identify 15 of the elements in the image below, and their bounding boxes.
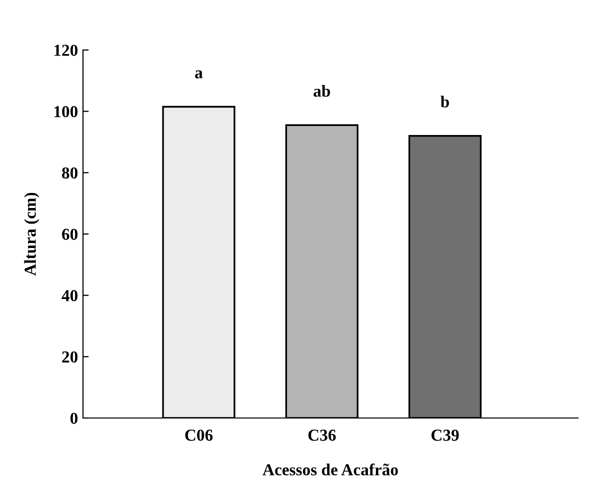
y-tick-label: 120 — [54, 44, 78, 56]
y-axis-title: Altura (cm) — [24, 192, 40, 276]
y-tick-label: 20 — [62, 351, 78, 363]
annotation: a — [195, 70, 203, 78]
y-tick-label: 100 — [54, 106, 78, 118]
y-tick-label: 60 — [62, 228, 78, 240]
y-tick-label: 80 — [62, 167, 78, 179]
x-tick-label: C39 — [431, 430, 459, 441]
x-axis-title: Acessos de Acafrão — [262, 464, 398, 476]
y-tick-label: 0 — [70, 412, 78, 424]
annotation: b — [440, 96, 449, 108]
y-tick-label: 40 — [62, 290, 78, 302]
x-tick-label: C06 — [185, 430, 213, 441]
annotation: ab — [314, 85, 330, 97]
x-tick-label: C36 — [308, 430, 336, 441]
